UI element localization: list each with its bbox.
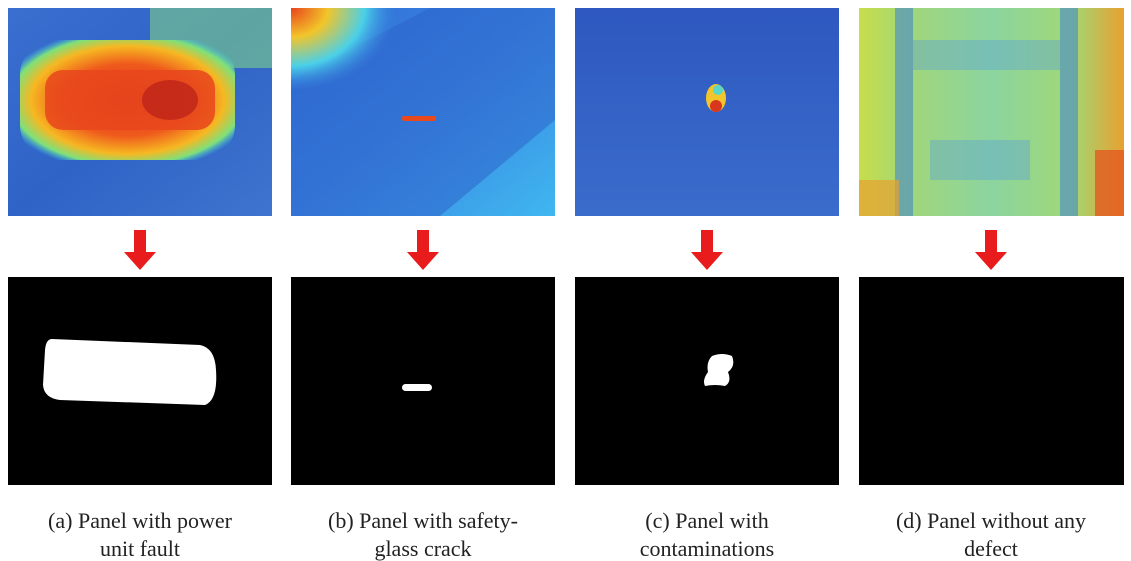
arrows [124,230,1007,270]
arrow [407,230,439,270]
thermal-image [291,8,555,216]
mask-image [859,277,1124,485]
mask-image [8,277,272,485]
arrow [691,230,723,270]
caption: (d) Panel without any [896,508,1086,533]
mask-image [575,277,839,485]
thermal-image [575,8,839,216]
caption: glass crack [374,536,471,561]
arrow [975,230,1007,270]
caption: unit fault [100,536,180,561]
arrow [124,230,156,270]
caption: contaminations [640,536,774,561]
thermal-image [8,8,272,216]
figure: (a) Panel with power unit fault (b) Pane… [0,0,1131,561]
caption: defect [964,536,1018,561]
caption: (c) Panel with [645,508,768,533]
caption: (a) Panel with power [48,508,233,533]
mask-image [291,277,555,485]
caption: (b) Panel with safety- [328,508,518,533]
thermal-image [859,8,1124,216]
